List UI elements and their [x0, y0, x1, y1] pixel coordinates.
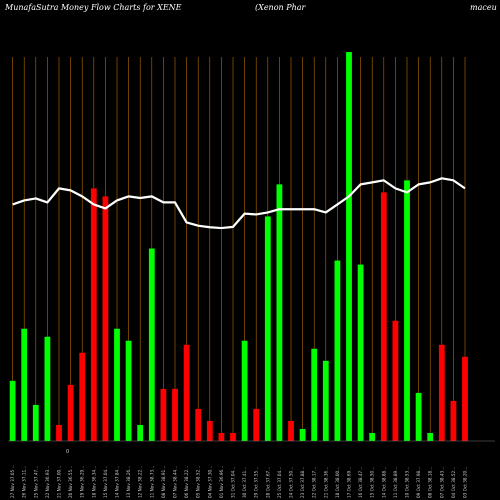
x-tick-label: 23 Oct 37.88...: [300, 467, 305, 498]
x-tick-label: 14 Oct 38.88...: [381, 467, 386, 498]
bar: [67, 384, 74, 441]
bar: [9, 380, 16, 441]
x-tick-label: 17 Oct 38.69...: [347, 467, 352, 498]
x-tick-label: 20 Nov 36.55...: [68, 466, 73, 498]
x-tick-labels: 27 Nov 37.05 ... 26 Nov 37.11... 25 Nov 37…: [10, 465, 467, 498]
x-tick-label: 08 Oct 38.18...: [428, 467, 433, 498]
bar: [427, 432, 434, 441]
bar: [288, 420, 294, 441]
x-tick-label: 30 Oct 37.41...: [242, 467, 247, 498]
x-tick-label: 01 Nov 36.96...: [219, 466, 224, 498]
x-tick-label: 29 Oct 37.55...: [254, 467, 259, 498]
x-tick-label: 06 Nov 38.22...: [184, 466, 189, 498]
bar: [21, 328, 28, 441]
bar: [357, 264, 364, 441]
bar: [311, 348, 318, 441]
chart-title: MunafaSutra Money Flow Charts for XENE: [4, 3, 182, 12]
bar: [44, 336, 51, 441]
x-tick-label: 26 Nov 37.11...: [22, 466, 27, 498]
x-tick-label: 08 Nov 38.91...: [161, 466, 166, 498]
bar: [322, 360, 329, 441]
bar: [230, 432, 236, 441]
x-tick-label: 31 Oct 37.04...: [231, 467, 236, 498]
x-tick-label: 11 Nov 38.73...: [149, 466, 154, 498]
bar: [160, 388, 167, 441]
bar: [276, 184, 283, 442]
bar-series: [9, 52, 468, 442]
bar: [90, 188, 97, 441]
x-tick-label: 25 Oct 37.04...: [277, 467, 282, 498]
x-tick-label: 19 Nov 36.29...: [80, 466, 85, 498]
bar: [102, 196, 109, 441]
x-tick-label: 11 Oct 38.89...: [393, 467, 398, 498]
x-tick-label: 21 Nov 37.00...: [57, 466, 62, 498]
bar: [114, 328, 120, 441]
bar: [404, 180, 410, 441]
bar: [369, 432, 376, 441]
bar: [148, 248, 155, 441]
bar: [380, 192, 387, 441]
x-tick-label: 27 Nov 37.05 ...: [10, 465, 15, 498]
x-tick-label: 18 Oct 38.00...: [335, 467, 340, 498]
x-tick-label: 22 Oct 38.17...: [312, 467, 317, 498]
x-tick-label: 10 Oct 38.53...: [405, 467, 410, 498]
x-tick-label: 04 Nov 37.30...: [207, 466, 212, 498]
bar: [195, 408, 202, 441]
bar: [334, 260, 341, 441]
bar: [32, 404, 39, 441]
bar: [299, 428, 306, 441]
bar: [218, 432, 225, 441]
x-tick-label: 24 Oct 37.50...: [289, 467, 294, 498]
x-tick-label: 16 Oct 38.47...: [358, 467, 363, 498]
bar: [450, 400, 457, 441]
chart-title-middle: (Xenon Phar: [255, 3, 307, 12]
bar: [264, 216, 271, 441]
x-tick-label: 03 Oct 38.20...: [463, 467, 468, 498]
x-tick-label: 12 Nov 38.22...: [138, 466, 143, 498]
x-tick-label: 04 Oct 38.52...: [451, 467, 456, 498]
bar: [438, 344, 445, 441]
bar: [392, 320, 399, 441]
bar: [79, 352, 86, 441]
chart-title-right: maceu: [470, 3, 497, 12]
x-tick-label: 15 Nov 37.04...: [103, 466, 108, 498]
zero-label: 0: [66, 449, 69, 455]
money-flow-line: [12, 177, 466, 230]
bar: [183, 344, 190, 441]
bar: [125, 340, 132, 441]
bar: [253, 408, 260, 441]
x-tick-label: 05 Nov 38.52...: [196, 466, 201, 498]
x-tick-label: 21 Oct 38.36...: [323, 467, 328, 498]
bar: [56, 424, 62, 441]
x-tick-label: 07 Nov 38.44...: [173, 466, 178, 498]
bar: [415, 392, 422, 441]
x-tick-label: 15 Oct 38.50...: [370, 467, 375, 498]
x-tick-label: 22 Nov 36.93...: [45, 466, 50, 498]
x-tick-label: 18 Nov 36.34...: [91, 466, 96, 498]
x-tick-label: 25 Nov 37.47...: [33, 466, 38, 498]
bar: [172, 388, 178, 441]
x-tick-label: 09 Oct 37.98...: [416, 467, 421, 498]
bar: [137, 424, 144, 441]
bar: [206, 420, 213, 441]
x-tick-label: 07 Oct 38.43...: [439, 467, 444, 498]
bar: [462, 356, 468, 441]
bar: [346, 52, 352, 441]
bar: [241, 340, 248, 441]
x-tick-label: 28 Oct 37.67...: [265, 467, 270, 498]
x-tick-label: 13 Nov 38.26...: [126, 466, 131, 498]
x-tick-label: 14 Nov 37.84...: [115, 466, 120, 498]
